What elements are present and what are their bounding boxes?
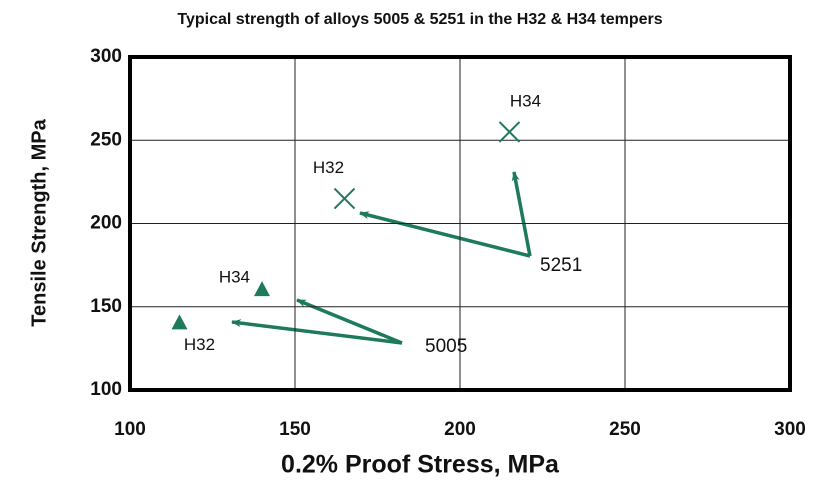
y-tick-label: 100 (90, 379, 122, 400)
series-label: 5251 (540, 255, 582, 276)
marker (254, 281, 270, 297)
y-tick-label: 200 (90, 213, 122, 234)
x-tick-label: 300 (774, 419, 806, 440)
y-tick-label: 300 (90, 46, 122, 67)
point-label: H34 (510, 91, 541, 110)
x-axis-label: 0.2% Proof Stress, MPa (281, 451, 560, 479)
chart-title: Typical strength of alloys 5005 & 5251 i… (177, 11, 662, 28)
y-tick-label: 250 (90, 129, 122, 150)
x-tick-label: 250 (609, 419, 641, 440)
x-tick-label: 200 (444, 419, 476, 440)
point-label: H34 (219, 268, 250, 287)
series-label: 5005 (425, 336, 467, 357)
point-label: H32 (184, 335, 215, 354)
arrow (231, 319, 403, 345)
plot-frame (128, 55, 792, 392)
arrows (231, 171, 532, 345)
arrow (511, 171, 532, 257)
x-tick-label: 100 (114, 419, 146, 440)
y-axis-label: Tensile Strength, MPa (28, 118, 50, 326)
y-tick-label: 150 (90, 296, 122, 317)
marker (171, 314, 188, 330)
x-tick-label: 150 (279, 419, 311, 440)
marker (498, 121, 521, 143)
arrow (359, 211, 531, 258)
marker (333, 187, 356, 210)
point-label: H32 (313, 158, 344, 177)
